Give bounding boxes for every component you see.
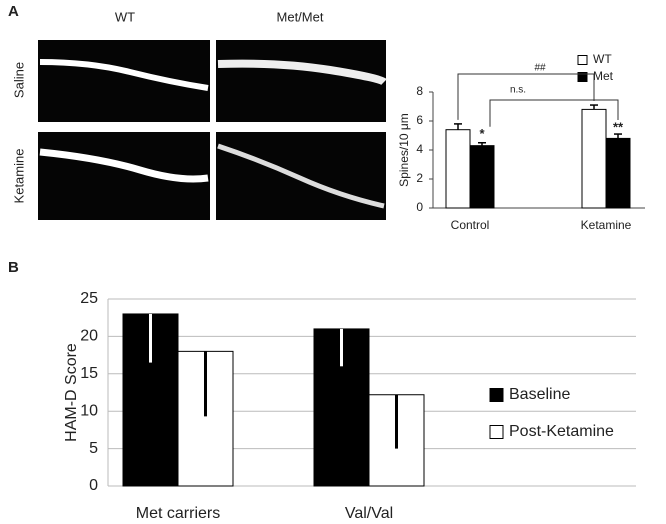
y-tick-label: 4 [416, 142, 423, 156]
x-tick-label: Control [451, 218, 490, 232]
y-tick-label: 5 [89, 440, 98, 457]
y-axis-label: HAM-D Score [63, 343, 80, 442]
annotation: ** [613, 119, 624, 134]
bar [581, 108, 607, 209]
row-label: Ketamine [11, 149, 26, 204]
legend-label: Met [593, 69, 614, 83]
legend-swatch [577, 55, 588, 65]
bar [445, 129, 471, 209]
y-tick-label: 0 [416, 200, 423, 214]
bar [605, 137, 631, 209]
y-axis-label: Spines/10 μm [397, 113, 411, 187]
annotation-bracket [457, 73, 595, 120]
column-label: WT [115, 9, 135, 24]
y-tick-label: 6 [416, 113, 423, 127]
annotation-bracket [489, 99, 619, 127]
bar [122, 313, 179, 487]
panel-label: B [8, 259, 19, 276]
legend-swatch [489, 388, 504, 402]
micrographs [38, 40, 387, 220]
x-tick-label: Met carriers [136, 505, 220, 522]
y-tick-label: 10 [80, 402, 98, 419]
column-label: Met/Met [277, 9, 324, 24]
y-tick-label: 2 [416, 171, 423, 185]
row-label: Saline [11, 62, 26, 98]
legend-swatch [489, 425, 504, 439]
legend-swatch [577, 72, 588, 82]
legend-label: WT [593, 52, 612, 66]
y-tick-label: 0 [89, 477, 98, 494]
bar [469, 145, 495, 209]
x-tick-label: Ketamine [581, 218, 632, 232]
y-tick-label: 20 [80, 328, 98, 345]
y-tick-label: 8 [416, 84, 423, 98]
y-tick-label: 15 [80, 365, 98, 382]
legend-label: Post-Ketamine [509, 423, 614, 440]
y-tick-label: 25 [80, 290, 98, 307]
annotation: * [479, 126, 485, 141]
annotation: ## [534, 63, 546, 74]
legend-label: Baseline [509, 386, 570, 403]
x-tick-label: Val/Val [345, 505, 393, 522]
panel-label: A [8, 3, 19, 20]
annotation: n.s. [510, 85, 526, 96]
